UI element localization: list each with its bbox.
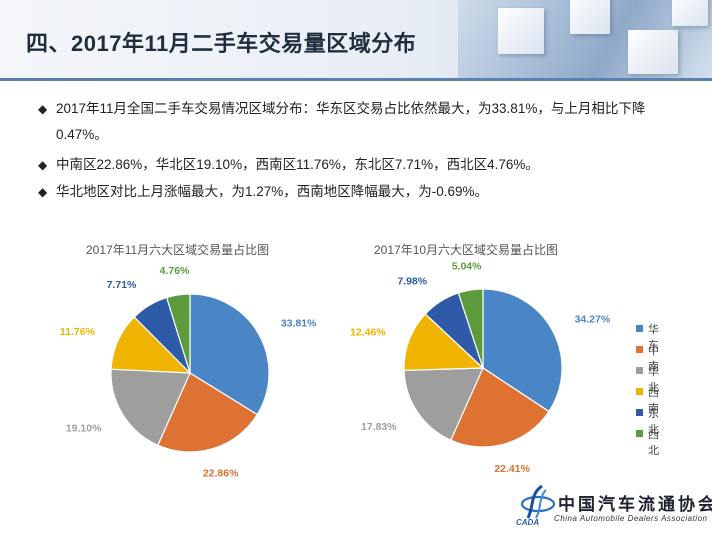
legend-label: 华北 xyxy=(648,366,659,394)
pie-slice-西北 xyxy=(165,293,191,374)
pie-data-label: 4.76% xyxy=(160,265,190,277)
bullet-item: ◆ 2017年11月全国二手车交易情况区域分布：华东区交易占比依然最大，为33.… xyxy=(38,96,678,148)
pie-slice-华东 xyxy=(189,293,270,416)
pie-oct-group: 34.27% 22.41% 17.83% 12.46% 7.98% 5.04% xyxy=(350,260,611,475)
pie-slice-中南 xyxy=(157,372,259,453)
legend-swatch xyxy=(636,388,643,395)
pie-data-label: 7.71% xyxy=(107,279,137,291)
pie-data-label: 17.83% xyxy=(361,421,397,433)
pie-data-label: 22.41% xyxy=(494,463,530,475)
pie-data-label: 5.04% xyxy=(452,260,482,272)
bullet-item: ◆ 华北地区对比上月涨幅最大，为1.27%，西南地区降幅最大，为-0.69%。 xyxy=(38,179,678,205)
bullet-diamond-icon: ◆ xyxy=(38,158,48,172)
legend-swatch xyxy=(636,430,643,437)
chart-title-nov: 2017年11月六大区域交易量占比图 xyxy=(86,243,270,257)
pie-slice-华北 xyxy=(403,367,484,441)
legend-label: 西南 xyxy=(648,387,659,415)
pie-data-label: 11.76% xyxy=(60,326,96,338)
bullet-diamond-icon: ◆ xyxy=(38,185,48,199)
pie-data-label: 34.27% xyxy=(575,314,611,326)
pie-slice-西南 xyxy=(403,313,485,372)
bullet-diamond-icon: ◆ xyxy=(38,102,48,116)
legend-swatch xyxy=(636,325,643,332)
pie-slice-西北 xyxy=(457,288,484,369)
pie-data-label: 12.46% xyxy=(350,326,386,338)
logo-abbreviation: CADA xyxy=(516,518,540,527)
bullet-text: 华北地区对比上月涨幅最大，为1.27%，西南地区降幅最大，为-0.69%。 xyxy=(56,184,489,199)
legend-label: 东北 xyxy=(648,408,659,436)
legend-swatch xyxy=(636,346,643,353)
pie-data-label: 7.98% xyxy=(397,275,427,287)
page-title: 四、2017年11月二手车交易量区域分布 xyxy=(26,31,417,56)
bullet-text: 中南区22.86%，华北区19.10%，西南区11.76%，东北区7.71%，西… xyxy=(56,157,539,172)
logo-name-en: China Automobile Dealers Association xyxy=(554,514,708,523)
legend-swatch xyxy=(636,367,643,374)
pie-data-label: 19.10% xyxy=(66,423,102,435)
pie-data-label: 33.81% xyxy=(281,317,317,329)
cada-logo: CADA 中国汽车流通协会 China Automobile Dealers A… xyxy=(514,484,712,532)
header-photo xyxy=(458,0,712,80)
bullet-item: ◆ 中南区22.86%，华北区19.10%，西南区11.76%，东北区7.71%… xyxy=(38,152,678,178)
legend-label: 西北 xyxy=(648,429,659,457)
chart-title-oct: 2017年10月六大区域交易量占比图 xyxy=(374,243,559,257)
pie-slice-华北 xyxy=(110,368,191,446)
header-banner: 四、2017年11月二手车交易量区域分布 xyxy=(0,0,712,80)
legend-label: 中南 xyxy=(648,345,659,373)
cada-emblem-icon xyxy=(520,484,556,519)
title-divider xyxy=(0,78,712,81)
pie-nov-group: 33.81% 22.86% 19.10% 11.76% 7.71% 4.76% xyxy=(60,265,317,479)
pie-slice-中南 xyxy=(449,367,550,448)
pie-data-label: 22.86% xyxy=(203,467,239,479)
logo-name-cn: 中国汽车流通协会 xyxy=(558,495,712,515)
legend-swatch xyxy=(636,409,643,416)
bullet-text: 2017年11月全国二手车交易情况区域分布：华东区交易占比依然最大，为33.81… xyxy=(56,101,646,142)
legend-label: 华东 xyxy=(648,324,659,352)
